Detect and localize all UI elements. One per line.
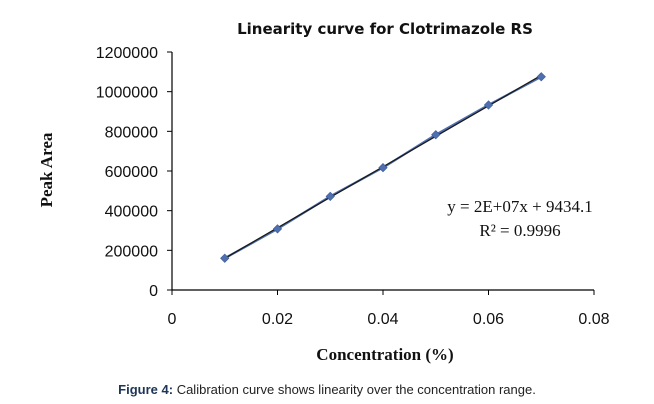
x-tick-label: 0.08: [578, 311, 609, 328]
data-point-marker: [272, 224, 283, 234]
chart-svg: Linearity curve for Clotrimazole RS 0 200…: [37, 20, 610, 364]
x-axis-title: Concentration (%): [316, 345, 453, 364]
figure-caption: Figure 4: Calibration curve shows linear…: [0, 382, 654, 397]
data-point-marker: [325, 191, 335, 202]
marker-layer: [220, 72, 546, 263]
x-axis-ticks: 0 0.02 0.04 0.06 0.08: [168, 290, 610, 328]
data-point-marker: [220, 253, 230, 263]
x-tick-label: 0.02: [262, 311, 293, 328]
data-point-marker: [483, 100, 494, 110]
y-tick-label: 800000: [105, 124, 158, 141]
figure-caption-text: Calibration curve shows linearity over t…: [173, 382, 536, 397]
y-tick-label: 600000: [105, 164, 158, 181]
x-tick-label: 0: [168, 311, 177, 328]
y-tick-label: 0: [149, 283, 158, 300]
data-point-marker: [536, 72, 546, 82]
trendline-equation: y = 2E+07x + 9434.1: [447, 197, 592, 216]
x-tick-label: 0.04: [367, 311, 398, 328]
data-point-marker: [378, 163, 388, 173]
y-tick-label: 1200000: [96, 45, 158, 62]
y-axis-ticks: 0 200000 400000 600000 800000 1000000 1200000: [96, 45, 172, 300]
trendline-r-squared: R² = 0.9996: [479, 221, 560, 240]
chart-title: Linearity curve for Clotrimazole RS: [237, 20, 533, 38]
y-tick-label: 1000000: [96, 85, 158, 102]
figure-caption-label: Figure 4:: [118, 382, 174, 397]
y-axis-title: Peak Area: [37, 132, 56, 207]
data-point-marker: [431, 130, 441, 140]
x-tick-label: 0.06: [473, 311, 504, 328]
y-tick-label: 400000: [105, 204, 158, 221]
y-tick-label: 200000: [105, 243, 158, 260]
